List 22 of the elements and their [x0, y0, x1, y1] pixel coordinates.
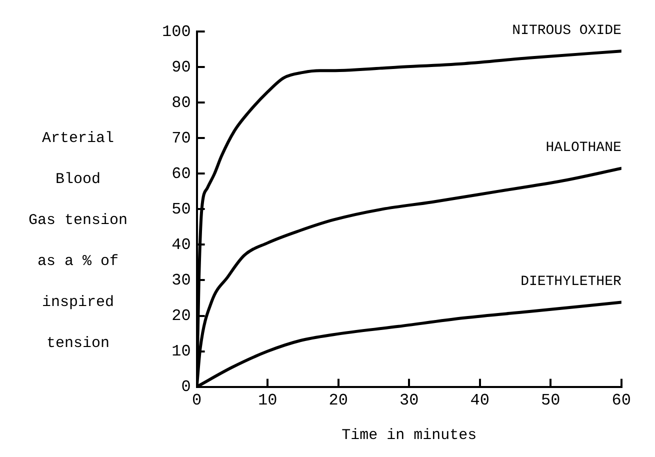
series-label: DIETHYLETHER [520, 274, 622, 290]
y-tick-label: 0 [181, 378, 191, 396]
y-tick-label: 10 [172, 342, 191, 361]
y-tick-label: 80 [172, 94, 191, 112]
x-tick-label: 20 [328, 392, 348, 410]
x-tick-label: 30 [400, 392, 419, 410]
x-axis-title: Time in minutes [342, 426, 477, 444]
y-tick-label: 90 [172, 58, 191, 76]
y-tick-label: 20 [172, 306, 191, 325]
y-tick-label: 60 [172, 164, 191, 183]
y-tick-label: 100 [162, 22, 191, 41]
x-tick-label: 60 [612, 392, 631, 410]
series-label: NITROUS OXIDE [512, 22, 622, 39]
x-tick-label: 10 [258, 392, 278, 410]
y-tick-label: 70 [172, 129, 191, 148]
x-tick-label: 40 [470, 392, 490, 410]
y-tick-label: 50 [172, 200, 191, 218]
text: Arterial Blood Gas tension as a % of inspired tension [28, 130, 128, 352]
x-tick-label: 50 [541, 392, 560, 410]
y-tick-label: 30 [172, 271, 191, 290]
y-tick-label: 40 [172, 236, 191, 254]
series-label: HALOTHANE [546, 140, 622, 156]
